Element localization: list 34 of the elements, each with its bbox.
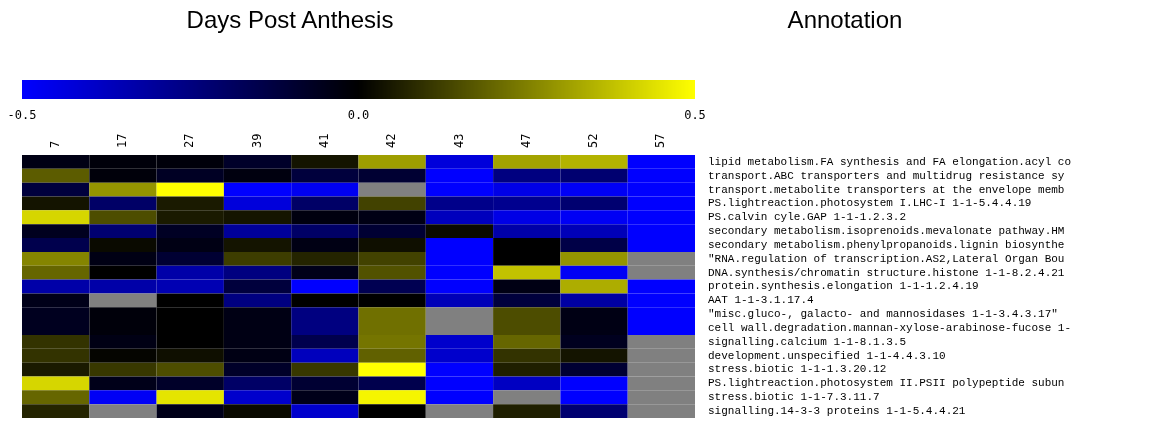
y2-tick-label: cell wall.degradation.mannan-xylose-arabinose-fucose 1-	[708, 321, 1072, 334]
x-tick-label: 7	[47, 140, 62, 148]
text: Annotation	[787, 6, 903, 34]
y2-tick-label: transport.ABC transporters and multidrug resistance sy	[708, 169, 1065, 182]
x-tick-label: 41	[316, 133, 331, 148]
y2-tick-label: PS.calvin cyle.GAP 1-1-1.2.3.2	[708, 211, 907, 224]
x-tick-label: 47	[518, 133, 533, 148]
y2-tick-label: stress.biotic 1-1-1.3.20.12	[708, 363, 887, 376]
y2-tick-label: "RNA.regulation of transcription.AS2,Lateral Organ Bou	[708, 252, 1065, 265]
color-bar-label: 0.5	[684, 108, 706, 123]
x-tick-label: 42	[384, 133, 399, 148]
x-tick-label: 57	[653, 133, 668, 148]
y2-tick-label: PS.lightreaction.photosystem I.LHC-I 1-1-5.4.4.19	[708, 197, 1032, 210]
x-tick-label: 43	[451, 133, 466, 148]
x-tick-label: 17	[115, 133, 130, 148]
y2-tick-label: AAT 1-1-3.1.17.4	[708, 294, 815, 307]
y2-tick-label: transport.metabolite transporters at the envelope memb	[708, 183, 1065, 196]
y2-tick-label: lipid metabolism.FA synthesis and FA elongation.acyl co	[708, 155, 1072, 168]
y2-tick-label: secondary metabolism.phenylpropanoids.lignin biosynthe	[708, 238, 1065, 251]
y2-tick-label: signalling.14-3-3 proteins 1-1-5.4.4.21	[708, 404, 966, 417]
x-axis-title: Days Post Anthesis	[186, 6, 394, 34]
y2-tick-label: signalling.calcium 1-1-8.1.3.5	[708, 335, 907, 348]
x-tick-label: 27	[182, 133, 197, 148]
x-tick-label: 39	[249, 133, 264, 148]
y2-tick-label: PS.lightreaction.photosystem II.PSII polypeptide subun	[708, 377, 1065, 390]
x-tick-label: 52	[586, 133, 601, 148]
y2-tick-label: protein.synthesis.elongation 1-1-1.2.4.19	[708, 280, 979, 293]
y2-tick-label: secondary metabolism.isoprenoids.mevalonate pathway.HM	[708, 225, 1065, 238]
color-bar-label: -0.5	[7, 108, 37, 123]
y2-tick-label: stress.biotic 1-1-7.3.11.7	[708, 391, 880, 404]
y2-tick-label: development.unspecified 1-1-4.4.3.10	[708, 349, 946, 362]
y2-tick-label: "misc.gluco-, galacto- and mannosidases 1-1-3.4.3.17"	[708, 308, 1058, 321]
color-bar-label: 0.0	[347, 108, 370, 123]
y2-tick-label: DNA.synthesis/chromatin structure.histone 1-1-8.2.4.21	[708, 266, 1065, 279]
